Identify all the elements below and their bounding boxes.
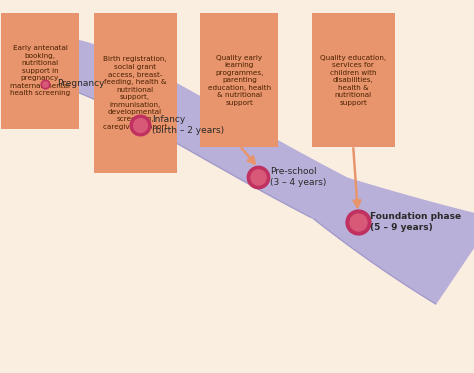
- Point: [41, 81, 49, 87]
- Text: Quality education,
services for
children with
disabilities,
health &
nutritional: Quality education, services for children…: [320, 55, 386, 106]
- Text: Birth registration,
social grant
access, breast-
feeding, health &
nutritional
s: Birth registration, social grant access,…: [103, 56, 167, 130]
- FancyBboxPatch shape: [200, 13, 279, 147]
- Point: [255, 174, 262, 180]
- Text: Pregnancy: Pregnancy: [57, 79, 104, 88]
- FancyBboxPatch shape: [311, 13, 394, 147]
- FancyBboxPatch shape: [1, 13, 80, 129]
- Point: [354, 219, 362, 225]
- Point: [354, 219, 362, 225]
- Polygon shape: [1, 36, 474, 304]
- Point: [136, 122, 144, 128]
- Point: [136, 122, 144, 128]
- Text: Pre-school
(3 – 4 years): Pre-school (3 – 4 years): [270, 167, 327, 187]
- Point: [41, 81, 49, 87]
- Text: Early antenatal
booking,
nutritional
support in
pregnancy,
maternal mental
healt: Early antenatal booking, nutritional sup…: [10, 46, 71, 96]
- Point: [255, 174, 262, 180]
- FancyBboxPatch shape: [93, 13, 176, 173]
- Text: Foundation phase
(5 – 9 years): Foundation phase (5 – 9 years): [370, 212, 461, 232]
- Text: Quality early
learning
programmes,
parenting
education, health
& nutritional
sup: Quality early learning programmes, paren…: [208, 55, 271, 106]
- Text: Infancy
(birth – 2 years): Infancy (birth – 2 years): [152, 115, 224, 135]
